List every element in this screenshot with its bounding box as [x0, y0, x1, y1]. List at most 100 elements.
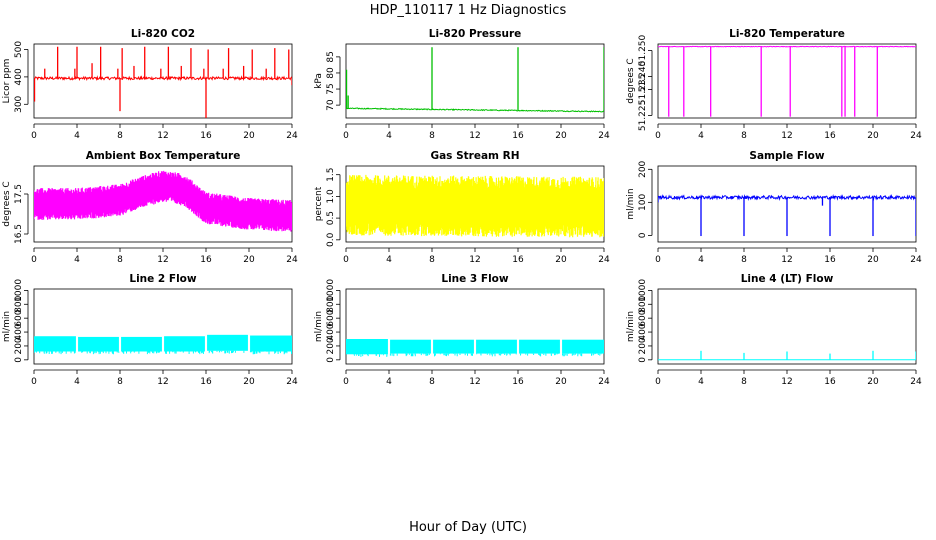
- x-tick-label: 12: [781, 377, 792, 387]
- x-tick-label: 8: [429, 131, 435, 141]
- y-tick-label: 200: [638, 160, 648, 177]
- x-tick-label: 8: [741, 131, 747, 141]
- x-tick-label: 4: [386, 255, 392, 265]
- y-axis-title: percent: [314, 186, 324, 221]
- series-line: [346, 107, 604, 113]
- y-tick-label: 51.235: [638, 74, 648, 106]
- flow-noise-5: [562, 353, 602, 357]
- y-tick-label: 0: [638, 357, 648, 363]
- flow-block-4: [207, 334, 248, 351]
- x-tick-label: 12: [781, 131, 792, 141]
- panel-6: Line 2 Flow 0 4 8 12 16 20 24 0 2004006008001000m…: [2, 273, 298, 387]
- x-tick-label: 24: [598, 377, 610, 387]
- x-tick-label: 8: [117, 255, 123, 265]
- x-tick-label: 24: [286, 255, 298, 265]
- y-tick-label: 200: [14, 337, 24, 354]
- flow-noise-2: [121, 351, 160, 355]
- y-tick-label: 600: [638, 309, 648, 326]
- y-axis-title: ml/min: [626, 311, 636, 342]
- panel-title: Line 2 Flow: [129, 273, 196, 285]
- x-tick-label: 24: [286, 377, 298, 387]
- panel-title: Li-820 Temperature: [729, 28, 845, 40]
- flow-block-5: [562, 339, 604, 354]
- panel-3: Ambient Box Temperature 0 4 8 12 16 20 24 16.5 17…: [2, 150, 298, 265]
- x-tick-label: 24: [910, 255, 922, 265]
- y-tick-label: 51.240: [638, 60, 648, 92]
- x-tick-label: 0: [655, 131, 661, 141]
- x-tick-label: 20: [243, 131, 255, 141]
- y-tick-label: 400: [14, 323, 24, 340]
- x-tick-label: 12: [157, 131, 168, 141]
- x-tick-label: 0: [343, 255, 349, 265]
- x-tick-label: 12: [469, 131, 480, 141]
- x-tick-label: 12: [469, 377, 480, 387]
- y-tick-label: 1.0: [326, 189, 336, 204]
- y-tick-label: 500: [14, 41, 24, 58]
- flow-noise-1: [389, 353, 430, 357]
- y-axis-title: ml/min: [314, 311, 324, 342]
- y-tick-label: 80: [326, 67, 336, 79]
- data-series: [346, 339, 604, 357]
- y-axis-title: degrees C: [626, 58, 636, 103]
- flow-block-0: [346, 339, 388, 355]
- x-tick-label: 4: [698, 131, 704, 141]
- flow-noise-5: [249, 351, 292, 355]
- y-tick-label: 1000: [326, 279, 336, 302]
- y-tick-label: 800: [638, 295, 648, 312]
- flow-noise-0: [346, 354, 388, 357]
- x-tick-label: 4: [74, 377, 80, 387]
- x-tick-label: 20: [555, 131, 567, 141]
- panel-title: Li-820 CO2: [131, 28, 195, 40]
- x-tick-label: 24: [910, 131, 922, 141]
- x-tick-label: 4: [698, 255, 704, 265]
- x-tick-label: 20: [867, 255, 879, 265]
- x-tick-label: 12: [781, 255, 792, 265]
- y-axis-title: ml/min: [2, 311, 12, 342]
- y-tick-label: 70: [326, 99, 336, 111]
- x-tick-label: 12: [157, 255, 168, 265]
- y-tick-label: 0.0: [326, 232, 336, 247]
- y-tick-label: 0.5: [326, 211, 336, 225]
- x-tick-label: 4: [74, 131, 80, 141]
- x-tick-label: 4: [74, 255, 80, 265]
- data-series: [658, 350, 916, 361]
- x-tick-label: 24: [598, 255, 610, 265]
- x-tick-label: 8: [117, 131, 123, 141]
- y-tick-label: 600: [14, 309, 24, 326]
- y-tick-label: 1.5: [326, 168, 336, 182]
- y-tick-label: 75: [326, 83, 336, 94]
- x-tick-label: 0: [31, 255, 37, 265]
- x-tick-label: 20: [867, 131, 879, 141]
- data-series: [34, 46, 292, 118]
- panel-7: Line 3 Flow 0 4 8 12 16 20 24 0 2004006008001000m…: [314, 273, 610, 387]
- y-tick-label: 100: [638, 193, 648, 210]
- x-tick-label: 24: [910, 377, 922, 387]
- y-tick-label: 16.5: [14, 224, 24, 244]
- x-tick-label: 8: [117, 377, 123, 387]
- y-tick-label: 1000: [638, 279, 648, 302]
- panel-8: Line 4 (LT) Flow 0 4 8 12 16 20 24 0 200400600800…: [626, 273, 922, 387]
- y-tick-label: 400: [14, 68, 24, 85]
- flow-block-5: [250, 335, 292, 352]
- panel-title: Gas Stream RH: [430, 150, 519, 162]
- panel-1: Li-820 Pressure 0 4 8 12 16 20 24 70 75 80 85 kPa: [314, 28, 610, 141]
- x-tick-label: 16: [512, 255, 524, 265]
- plot-frame: [345, 288, 605, 365]
- panel-title: Sample Flow: [749, 150, 824, 162]
- x-tick-label: 20: [243, 255, 255, 265]
- series-band: [346, 174, 604, 238]
- panel-title: Li-820 Pressure: [429, 28, 522, 40]
- y-tick-label: 600: [326, 309, 336, 326]
- x-tick-label: 24: [286, 131, 298, 141]
- x-tick-label: 20: [555, 255, 567, 265]
- x-tick-label: 4: [386, 131, 392, 141]
- plot-frame: [657, 43, 917, 119]
- x-tick-label: 0: [343, 131, 349, 141]
- plot-frame: [345, 43, 605, 119]
- flow-block-1: [78, 336, 119, 352]
- flow-block-0: [34, 336, 76, 352]
- flow-noise-1: [81, 351, 120, 355]
- x-tick-label: 16: [512, 377, 524, 387]
- flow-noise-4: [520, 353, 559, 357]
